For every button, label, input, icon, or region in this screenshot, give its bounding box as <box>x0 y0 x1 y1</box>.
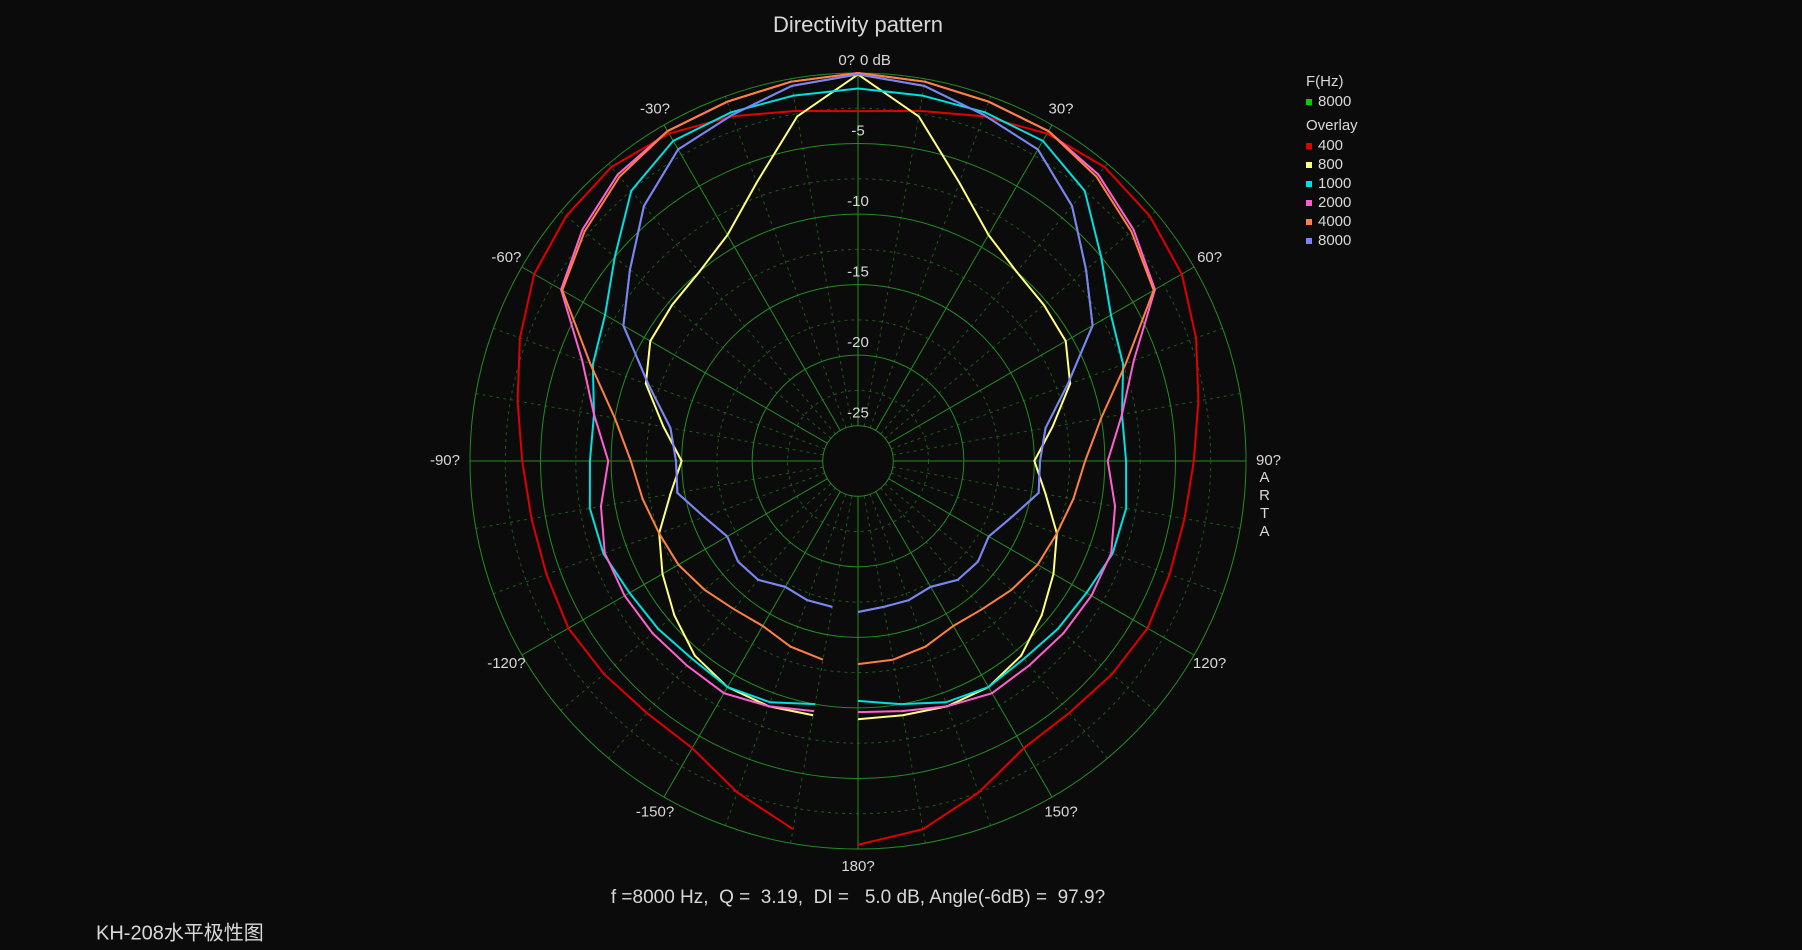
angle-tick-label: 150? <box>1044 804 1077 821</box>
spoke <box>875 124 1053 431</box>
angle-tick-label: -120? <box>487 655 525 672</box>
minor-spoke <box>608 487 836 759</box>
minor-spoke <box>869 96 992 429</box>
minor-spoke <box>560 483 832 711</box>
angle-tick-label: 90? <box>1256 452 1281 469</box>
spoke <box>521 478 828 656</box>
legend-swatch <box>1306 219 1312 225</box>
minor-spoke <box>493 327 826 450</box>
legend-label: 800 <box>1318 156 1343 173</box>
legend-swatch <box>1306 162 1312 168</box>
spoke <box>888 266 1195 444</box>
polar-curve <box>516 109 1200 846</box>
legend-title: Overlay <box>1306 117 1358 134</box>
minor-spoke <box>608 163 836 435</box>
legend-label: 400 <box>1318 137 1343 154</box>
r-tick-label: -10 <box>847 193 869 210</box>
minor-spoke <box>890 327 1223 450</box>
minor-spoke <box>724 493 847 826</box>
spoke <box>663 124 841 431</box>
legend-swatch <box>1306 181 1312 187</box>
angle-tick-label: 0? <box>838 52 855 69</box>
minor-spoke <box>884 483 1156 711</box>
minor-spoke <box>790 495 853 844</box>
angle-tick-label: -90? <box>430 452 460 469</box>
angle-tick-label: 120? <box>1193 655 1226 672</box>
angle-tick-label: -150? <box>636 804 674 821</box>
r-tick-label: -5 <box>851 123 864 140</box>
legend-label: 1000 <box>1318 175 1351 192</box>
polar-curve <box>644 73 1072 721</box>
minor-spoke <box>892 393 1241 456</box>
angle-tick-label: 30? <box>1048 100 1073 117</box>
legend-swatch <box>1306 200 1312 206</box>
legend-label: 4000 <box>1318 213 1351 230</box>
r-tick-label: -20 <box>847 334 869 351</box>
caption: KH-208水平极性图 <box>96 921 264 944</box>
spoke <box>663 491 841 798</box>
legend-label: 2000 <box>1318 194 1351 211</box>
angle-tick-label: 60? <box>1197 249 1222 266</box>
minor-spoke <box>892 466 1241 529</box>
chart-title: Directivity pattern <box>773 12 943 37</box>
minor-spoke <box>560 211 832 439</box>
curves <box>516 71 1200 846</box>
spoke <box>521 266 828 444</box>
spoke <box>888 478 1195 656</box>
minor-spoke <box>475 466 824 529</box>
legend-title: F(Hz) <box>1306 73 1344 90</box>
legend-label: 8000 <box>1318 93 1351 110</box>
polar-curve <box>622 73 1094 613</box>
legend-swatch <box>1306 143 1312 149</box>
legend-swatch <box>1306 99 1312 105</box>
angle-tick-label: -30? <box>640 100 670 117</box>
legend-label: 8000 <box>1318 232 1351 249</box>
minor-spoke <box>790 78 853 427</box>
legend-swatch <box>1306 238 1312 244</box>
annotation: f =8000 Hz, Q = 3.19, DI = 5.0 dB, Angle… <box>611 887 1105 908</box>
minor-spoke <box>724 96 847 429</box>
r-tick-label: -25 <box>847 405 869 422</box>
minor-spoke <box>869 493 992 826</box>
r-tick-label: -15 <box>847 264 869 281</box>
minor-spoke <box>863 495 926 844</box>
watermark: ARTA <box>1256 469 1273 541</box>
minor-spoke <box>863 78 926 427</box>
minor-spoke <box>884 211 1156 439</box>
polar-curve <box>561 71 1155 666</box>
minor-spoke <box>475 393 824 456</box>
minor-spoke <box>880 163 1108 435</box>
angle-tick-label: 180? <box>841 858 874 875</box>
labels: 0 dB -5 -10 -15 -20 -25 0? 30? 60? 90? 120? 150? 180… <box>430 52 1358 875</box>
spoke <box>875 491 1053 798</box>
minor-spoke <box>880 487 1108 759</box>
r-tick-label: 0 dB <box>860 52 891 69</box>
angle-tick-label: -60? <box>491 249 521 266</box>
